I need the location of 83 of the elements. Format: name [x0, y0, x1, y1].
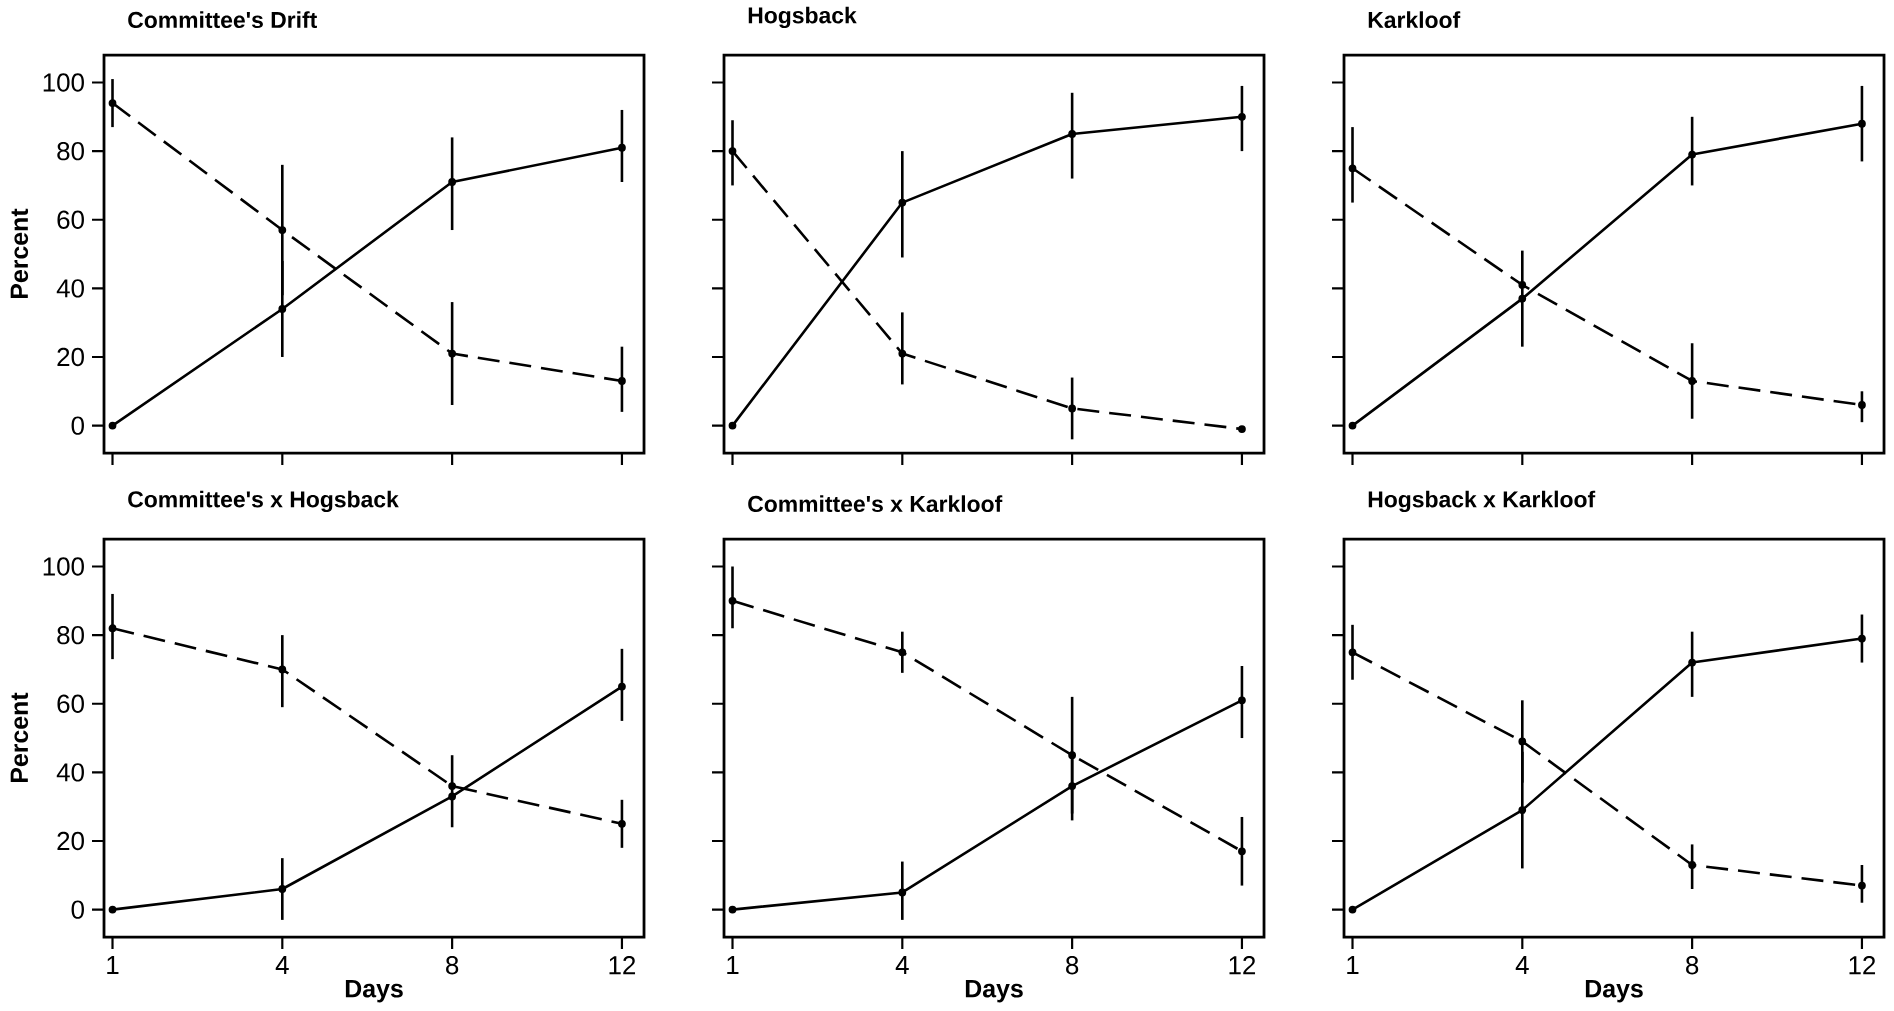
point — [448, 792, 457, 801]
point — [1688, 861, 1697, 869]
point — [1238, 696, 1246, 705]
y-tick-label: 60 — [57, 694, 84, 713]
x-axis-title: Days — [965, 980, 1023, 1003]
point — [1068, 751, 1077, 760]
chart-title: Committee's Drift — [128, 11, 317, 29]
point — [618, 819, 626, 828]
point — [1348, 905, 1357, 914]
y-tick-label: 0 — [71, 416, 84, 435]
y-tick-label: 0 — [71, 900, 84, 919]
point — [618, 143, 626, 152]
point — [728, 905, 737, 914]
x-tick-label: 4 — [275, 956, 289, 974]
point — [1518, 281, 1527, 289]
point — [1068, 130, 1077, 138]
point — [1068, 782, 1077, 790]
point — [278, 885, 287, 893]
x-tick-label: 8 — [1686, 956, 1699, 975]
point — [1858, 881, 1866, 890]
y-tick-label: 80 — [57, 625, 84, 645]
point — [728, 596, 737, 605]
point — [108, 624, 117, 633]
y-tick-label: 100 — [43, 557, 84, 576]
point — [1858, 119, 1866, 128]
y-axis-title: Percent — [10, 692, 29, 783]
x-tick-label: 4 — [1515, 956, 1529, 974]
chart-title: Hogsback — [748, 6, 857, 29]
point — [1238, 847, 1246, 856]
point — [898, 349, 907, 358]
point — [448, 178, 457, 186]
x-tick-label: 1 — [1347, 956, 1359, 974]
x-axis-title: Days — [1585, 980, 1643, 1003]
x-tick-label: 12 — [609, 956, 636, 975]
x-tick-label: 12 — [1229, 956, 1256, 975]
point — [618, 682, 626, 691]
y-tick-label: 40 — [56, 763, 84, 782]
x-tick-label: 1 — [727, 956, 739, 974]
point — [1518, 737, 1527, 746]
y-tick-label: 20 — [57, 831, 84, 851]
point — [1238, 112, 1246, 121]
point — [278, 665, 287, 674]
chart-title: Karkloof — [1368, 11, 1461, 29]
point — [278, 226, 287, 234]
point — [618, 377, 626, 385]
point — [1518, 294, 1527, 303]
point — [898, 198, 907, 207]
point — [728, 147, 737, 155]
point — [448, 782, 457, 790]
chart-title: Committee's x Hogsback — [128, 490, 399, 513]
point — [1858, 401, 1866, 409]
y-tick-label: 20 — [57, 347, 84, 367]
point — [898, 888, 907, 897]
x-tick-label: 12 — [1849, 956, 1876, 975]
x-tick-label: 8 — [446, 956, 459, 975]
point — [728, 421, 737, 430]
point — [1238, 425, 1246, 433]
point — [1688, 377, 1697, 385]
chart-title: Hogsback x Karkloof — [1368, 490, 1596, 513]
y-tick-label: 40 — [56, 279, 84, 298]
point — [1688, 658, 1697, 667]
point — [1518, 806, 1527, 814]
point — [108, 905, 117, 914]
y-tick-label: 100 — [43, 73, 84, 92]
chart-title: Committee's x Karkloof — [748, 495, 1003, 513]
point — [1858, 634, 1866, 643]
point — [1348, 421, 1357, 430]
x-tick-label: 4 — [895, 956, 909, 974]
point — [108, 421, 117, 430]
y-tick-label: 60 — [57, 210, 84, 229]
point — [108, 99, 117, 107]
x-tick-label: 1 — [107, 956, 119, 974]
point — [898, 648, 907, 657]
y-tick-label: 80 — [57, 141, 84, 161]
point — [1348, 164, 1357, 173]
point — [1688, 150, 1697, 159]
x-tick-label: 8 — [1066, 956, 1079, 975]
y-axis-title: Percent — [10, 208, 29, 299]
x-axis-title: Days — [345, 980, 403, 1003]
point — [1068, 404, 1077, 413]
point — [278, 305, 287, 313]
point — [448, 349, 457, 358]
point — [1348, 648, 1357, 657]
